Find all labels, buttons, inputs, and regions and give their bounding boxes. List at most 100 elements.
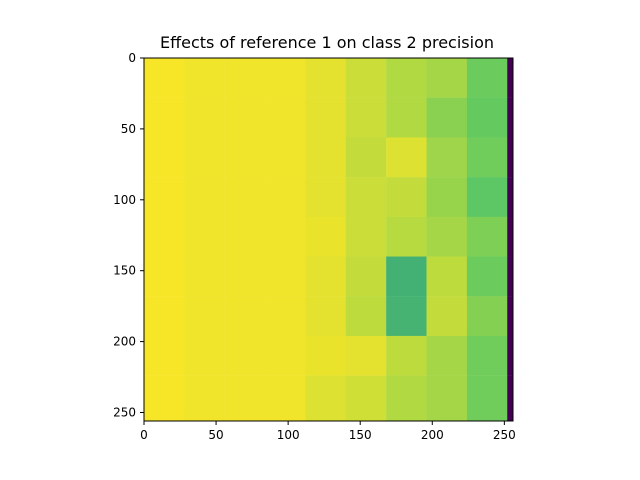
- chart-title: Effects of reference 1 on class 2 precis…: [160, 33, 494, 52]
- heatmap-cell: [184, 375, 225, 416]
- heatmap-cell: [466, 256, 508, 297]
- heatmap-cell: [305, 296, 346, 337]
- heatmap-cell: [345, 296, 387, 337]
- heatmap-cell: [224, 137, 266, 178]
- heatmap-cell: [386, 256, 427, 297]
- heatmap-cell: [345, 415, 387, 422]
- heatmap-cell: [426, 375, 468, 416]
- heatmap-cell: [224, 58, 266, 98]
- heatmap-cell: [144, 58, 185, 98]
- heatmap-cell: [184, 296, 225, 337]
- heatmap-cell: [305, 256, 346, 297]
- heatmap-cell: [345, 137, 387, 178]
- heatmap-cell: [386, 415, 427, 422]
- y-tick-label: 0: [128, 51, 136, 65]
- heatmap-cell: [507, 296, 514, 337]
- heatmap-cell: [386, 375, 427, 416]
- heatmap-cell: [144, 177, 185, 218]
- heatmap-cell: [507, 216, 514, 257]
- heatmap-cell: [507, 335, 514, 376]
- heatmap-cell: [305, 177, 346, 218]
- heatmap-cell: [386, 137, 427, 178]
- heatmap-cell: [144, 256, 185, 297]
- heatmap-cell: [466, 296, 508, 337]
- heatmap-cell: [466, 97, 508, 138]
- heatmap-cell: [144, 415, 185, 422]
- heatmap-cell: [265, 296, 306, 337]
- y-tick-label: 100: [113, 193, 136, 207]
- heatmap-cell: [265, 415, 306, 422]
- y-axis-ticks: 0 50 100 150 200 250: [113, 51, 144, 419]
- heatmap-cell: [345, 58, 387, 98]
- heatmap-cell: [265, 58, 306, 98]
- heatmap-cell: [466, 335, 508, 376]
- heatmap-cell: [466, 177, 508, 218]
- heatmap-cell: [466, 216, 508, 257]
- heatmap-cell: [184, 335, 225, 376]
- heatmap-cell: [466, 137, 508, 178]
- heatmap-cell: [426, 216, 468, 257]
- x-tick-label: 250: [493, 428, 516, 442]
- heatmap-cell: [507, 415, 514, 422]
- heatmap-cell: [386, 97, 427, 138]
- x-tick-label: 100: [277, 428, 300, 442]
- heatmap-cell: [507, 137, 514, 178]
- heatmap-cell: [305, 375, 346, 416]
- heatmap-cell: [507, 375, 514, 416]
- heatmap-cell: [345, 97, 387, 138]
- heatmap-cell: [144, 216, 185, 257]
- heatmap-cell: [184, 256, 225, 297]
- heatmap-cell: [184, 58, 225, 98]
- heatmap-cell: [305, 137, 346, 178]
- x-tick-label: 150: [349, 428, 372, 442]
- heatmap-cell: [426, 256, 468, 297]
- heatmap-cell: [144, 97, 185, 138]
- heatmap-cell: [426, 415, 468, 422]
- heatmap-cell: [144, 296, 185, 337]
- heatmap-cell: [184, 137, 225, 178]
- heatmap-cell: [507, 97, 514, 138]
- heatmap-cell: [184, 97, 225, 138]
- heatmap-cell: [265, 137, 306, 178]
- heatmap-cell: [466, 375, 508, 416]
- x-tick-label: 50: [208, 428, 223, 442]
- heatmap-cell: [345, 256, 387, 297]
- heatmap-cell: [386, 296, 427, 337]
- heatmap-cell: [144, 335, 185, 376]
- heatmap-cell: [224, 375, 266, 416]
- heatmap-cell: [426, 137, 468, 178]
- heatmap-cell: [265, 216, 306, 257]
- x-tick-label: 200: [421, 428, 444, 442]
- heatmap-cell: [265, 97, 306, 138]
- heatmap-cell: [184, 415, 225, 422]
- heatmap-cell: [507, 58, 514, 98]
- heatmap-cell: [305, 216, 346, 257]
- heatmap-cell: [224, 335, 266, 376]
- heatmap-cell: [265, 375, 306, 416]
- heatmap-cell: [507, 177, 514, 218]
- heatmap-cell: [345, 177, 387, 218]
- axes-frame: [143, 57, 514, 422]
- heatmap-cell: [466, 58, 508, 98]
- y-tick-label: 50: [121, 122, 136, 136]
- heatmap-cell: [144, 137, 185, 178]
- heatmap-cell: [224, 177, 266, 218]
- heatmap-cell: [345, 216, 387, 257]
- heatmap-cell: [426, 296, 468, 337]
- heatmap-cell: [426, 58, 468, 98]
- heatmap-cell: [265, 177, 306, 218]
- heatmap-cell: [345, 335, 387, 376]
- heatmap-cell: [224, 216, 266, 257]
- x-axis-ticks: 0 50 100 150 200 250: [140, 421, 516, 442]
- heatmap-cell: [386, 58, 427, 98]
- heatmap-cell: [265, 256, 306, 297]
- heatmap-cell: [386, 177, 427, 218]
- heatmap-cell: [305, 335, 346, 376]
- heatmap-cell: [345, 375, 387, 416]
- heatmap-cell: [507, 256, 514, 297]
- heatmap-cell: [426, 335, 468, 376]
- heatmap-cell: [224, 296, 266, 337]
- heatmap-cell: [305, 415, 346, 422]
